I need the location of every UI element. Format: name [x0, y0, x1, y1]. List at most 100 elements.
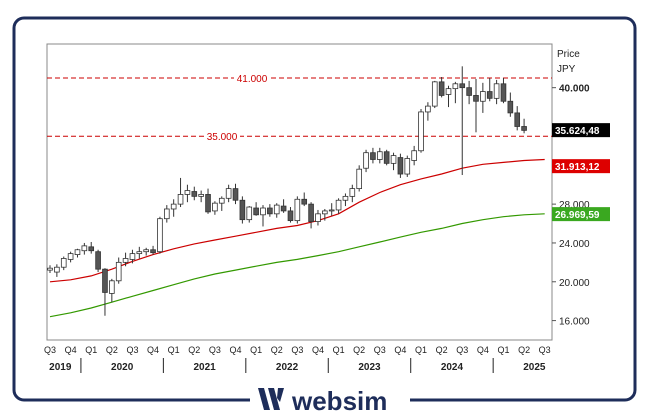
moving-average-green [49, 213, 545, 318]
candle-down [88, 246, 95, 252]
x-tick-label: Q2 [436, 345, 448, 355]
x-year-label: 2020 [111, 362, 134, 373]
candle-up [480, 91, 486, 102]
candle-down [459, 83, 466, 89]
y-tick-label: 24.000 [559, 239, 590, 250]
candle-up [184, 190, 191, 195]
x-tick-label: Q2 [271, 345, 283, 355]
candle-down [466, 87, 472, 96]
candle-up [493, 83, 500, 99]
candle-up [136, 251, 143, 255]
x-tick-label: Q1 [250, 345, 262, 355]
candle-down [287, 210, 294, 222]
candle-up [260, 207, 266, 216]
candle-up [218, 197, 225, 204]
x-tick-label: Q3 [44, 345, 56, 355]
candle-down [232, 188, 239, 201]
x-tick-label: Q4 [65, 345, 77, 355]
candle-up [67, 253, 74, 260]
candle-up [294, 198, 301, 222]
candle-up [157, 218, 163, 253]
candle-up [109, 280, 115, 294]
candle-up [349, 188, 356, 197]
candlestick-chart: Price JPY 16.000 20.000 24.000 28.000 40.000 Q3… [44, 43, 610, 373]
candle-down [301, 198, 308, 205]
reference-line-label: 41.000 [237, 74, 268, 85]
badge-last-price-bg [552, 123, 610, 138]
candle-down [383, 151, 390, 164]
candle-up [47, 267, 53, 271]
x-year-label: 2021 [193, 362, 216, 373]
candle-up [363, 152, 369, 169]
reference-label-bg [204, 130, 240, 143]
x-tick-label: Q3 [126, 345, 138, 355]
candle-up [356, 168, 362, 190]
candle-up [115, 261, 122, 282]
candle-up [445, 88, 452, 95]
x-tick-label: Q1 [497, 345, 509, 355]
x-tick-label: Q3 [209, 345, 221, 355]
x-year-label: 2024 [441, 362, 464, 373]
candle-up [81, 245, 88, 252]
candle-up [74, 249, 81, 255]
y-tick-label: 40.000 [559, 84, 590, 95]
x-tick-label: Q2 [188, 345, 200, 355]
candle-up [418, 111, 424, 152]
candle-up [273, 204, 280, 215]
candle-up [129, 253, 136, 260]
x-tick-label: Q4 [147, 345, 159, 355]
candle-up [376, 151, 383, 160]
badge-green-ma-bg [552, 207, 610, 222]
x-tick-label: Q2 [518, 345, 530, 355]
y-axis-title: Price [557, 49, 580, 60]
candle-up [322, 210, 328, 215]
candle-up [315, 213, 321, 222]
candle-down [150, 249, 156, 254]
reference-line-label: 35.000 [207, 132, 238, 143]
candle-down [507, 100, 514, 114]
x-tick-label: Q3 [539, 345, 551, 355]
candle-down [370, 152, 376, 160]
candle-up [342, 195, 349, 201]
candle-up [225, 188, 232, 199]
candle-up [122, 258, 129, 263]
x-tick-label: Q2 [353, 345, 365, 355]
candle-up [54, 266, 60, 273]
candle-down [308, 203, 314, 223]
candle-up [328, 209, 335, 212]
candle-down [514, 112, 521, 127]
candle-up [452, 83, 459, 90]
brand-name: websim [291, 386, 387, 416]
badge-last-price: 35.624,48 [555, 126, 600, 137]
candle-up [404, 158, 411, 175]
candle-down [486, 91, 493, 99]
x-year-label: 2022 [276, 362, 299, 373]
reference-label-bg [234, 71, 270, 84]
candle-up [170, 203, 177, 210]
candle-down [397, 157, 404, 175]
logo: websim [250, 380, 410, 419]
candle-up [143, 249, 149, 253]
badge-green-ma: 26.969,59 [555, 210, 600, 221]
candle-up [335, 199, 342, 211]
candle-up [177, 194, 184, 205]
badge-red-ma: 31.913,12 [555, 162, 600, 173]
y-axis-unit: JPY [557, 64, 576, 75]
x-year-label: 2023 [358, 362, 381, 373]
candle-down [473, 95, 479, 102]
x-tick-label: Q4 [394, 345, 406, 355]
candle-down [95, 251, 101, 270]
x-tick-label: Q1 [168, 345, 180, 355]
x-tick-label: Q3 [456, 345, 468, 355]
candle-down [205, 194, 211, 213]
candle-down [267, 207, 273, 215]
candle-up [390, 155, 397, 164]
candle-up [212, 202, 218, 212]
candle-down [239, 199, 246, 221]
x-year-label: 2025 [523, 362, 546, 373]
x-tick-label: Q4 [312, 345, 324, 355]
x-tick-label: Q3 [374, 345, 386, 355]
y-tick-label: 20.000 [559, 278, 590, 289]
candle-up [198, 194, 204, 197]
x-tick-label: Q1 [415, 345, 427, 355]
